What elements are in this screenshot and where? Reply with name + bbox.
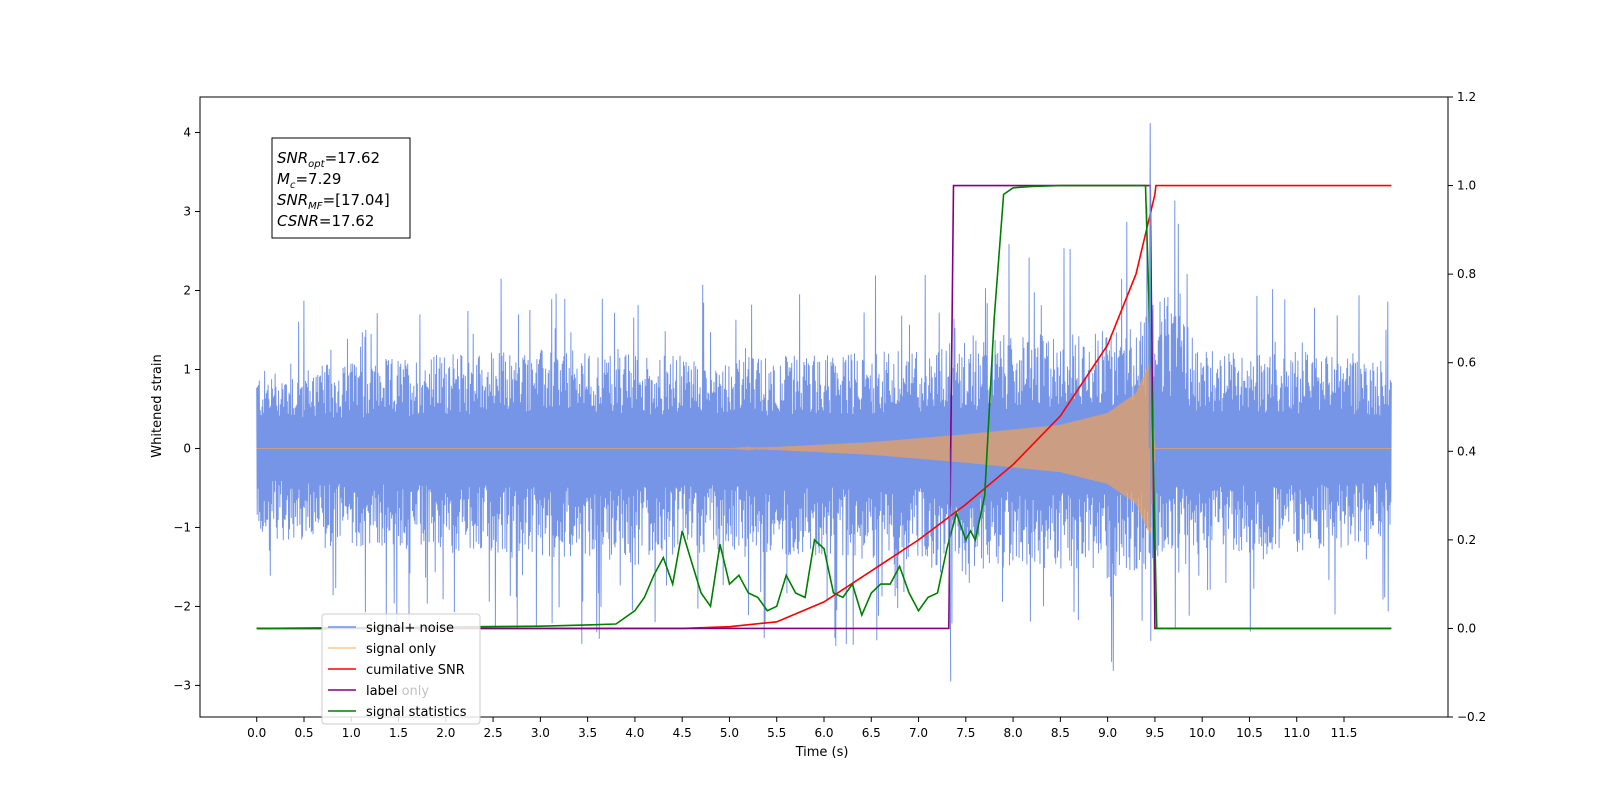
y-tick-label: −1 [173,520,191,534]
y2-tick-label: −0.2 [1457,710,1486,724]
x-tick-label: 9.5 [1145,726,1164,740]
x-tick-label: 6.5 [862,726,881,740]
stat-subscript: opt [308,159,325,170]
x-axis-ticks: 0.0 0.5 1.0 1.5 2.0 2.5 3.0 3.5 4.0 4.5 5.0 5.5 6.0 6… [247,717,1357,740]
y-tick-label: −2 [173,599,191,613]
x-tick-label: 0.5 [294,726,313,740]
legend-label: signal statistics [366,705,467,720]
x-tick-label: 10.5 [1236,726,1263,740]
x-tick-label: 1.5 [389,726,408,740]
stat-value: =7.29 [295,170,341,188]
legend-frame [321,613,481,725]
x-tick-label: 11.5 [1331,726,1358,740]
stat-subscript: c [290,180,296,191]
x-axis-title: Time (s) [795,745,849,760]
legend-label: signal+ noise [366,621,454,636]
y-tick-label: 3 [183,205,191,219]
stat-subscript: MF [308,201,323,212]
y2-tick-label: 0.8 [1457,267,1476,281]
x-tick-label: 2.5 [484,726,503,740]
y-tick-label: −3 [173,678,191,692]
stat-line: SNRMF=[17.04] [277,191,390,212]
y2-tick-label: 1.2 [1457,90,1476,104]
x-tick-label: 11.0 [1283,726,1310,740]
legend-overlap-text: label only [366,684,429,699]
y2-tick-label: 0.4 [1457,444,1476,458]
legend-label: label [366,684,397,699]
x-tick-label: 6.0 [814,726,833,740]
y2-tick-label: 0.0 [1457,621,1476,635]
stat-symbol: CSNR [277,212,319,230]
x-tick-label: 8.0 [1004,726,1023,740]
y-tick-label: 4 [183,126,191,140]
stat-value: =17.62 [319,212,375,230]
x-tick-label: 7.0 [909,726,928,740]
stat-line: Mc=7.29 [277,170,341,191]
legend-label: cumilative SNR [366,663,465,678]
y-tick-label: 1 [183,362,191,376]
x-tick-label: 3.5 [578,726,597,740]
x-tick-label: 0.0 [247,726,266,740]
x-tick-label: 9.0 [1098,726,1117,740]
x-tick-label: 4.0 [625,726,644,740]
x-tick-label: 7.5 [956,726,975,740]
y2-tick-label: 0.6 [1457,356,1476,370]
stat-line: SNRopt=17.62 [277,149,380,170]
x-tick-label: 4.5 [673,726,692,740]
x-tick-label: 10.0 [1189,726,1216,740]
signal-noise-peak [949,123,1152,682]
legend: signal+ noise signal only cumilative SNR la… [321,613,481,725]
y-axis-title: Whitened strain [150,354,165,457]
x-tick-label: 3.0 [531,726,550,740]
x-tick-label: 5.5 [767,726,786,740]
y-tick-label: 0 [183,441,191,455]
y2-tick-label: 0.2 [1457,533,1476,547]
x-tick-label: 5.0 [720,726,739,740]
x-tick-label: 2.0 [436,726,455,740]
stat-value: =[17.04] [323,191,390,209]
signal-statistics-series [256,184,1392,630]
stats-box-frame [271,137,411,239]
stat-value: =17.62 [325,149,381,167]
plot-area [256,123,1392,682]
legend-label: signal only [366,642,436,657]
y2-tick-label: 1.0 [1457,179,1476,193]
y2-axis-ticks: −0.2 0.0 0.2 0.4 0.6 0.8 1.0 1.2 [1448,90,1486,724]
signal-only-series [256,361,1392,535]
stat-symbol: SNR [277,149,308,167]
y-axis-ticks: −3 −2 −1 0 1 2 3 4 [173,126,200,692]
y-tick-label: 2 [183,284,191,298]
stat-line: CSNR=17.62 [277,212,374,230]
stats-box: SNRopt=17.62Mc=7.29SNRMF=[17.04]CSNR=17.… [271,137,411,239]
cumulative-snr-series [256,184,1392,630]
signal-noise-series [256,200,1392,671]
stat-symbol: M [277,170,290,188]
stat-symbol: SNR [277,191,308,209]
x-tick-label: 8.5 [1051,726,1070,740]
x-tick-label: 1.0 [342,726,361,740]
